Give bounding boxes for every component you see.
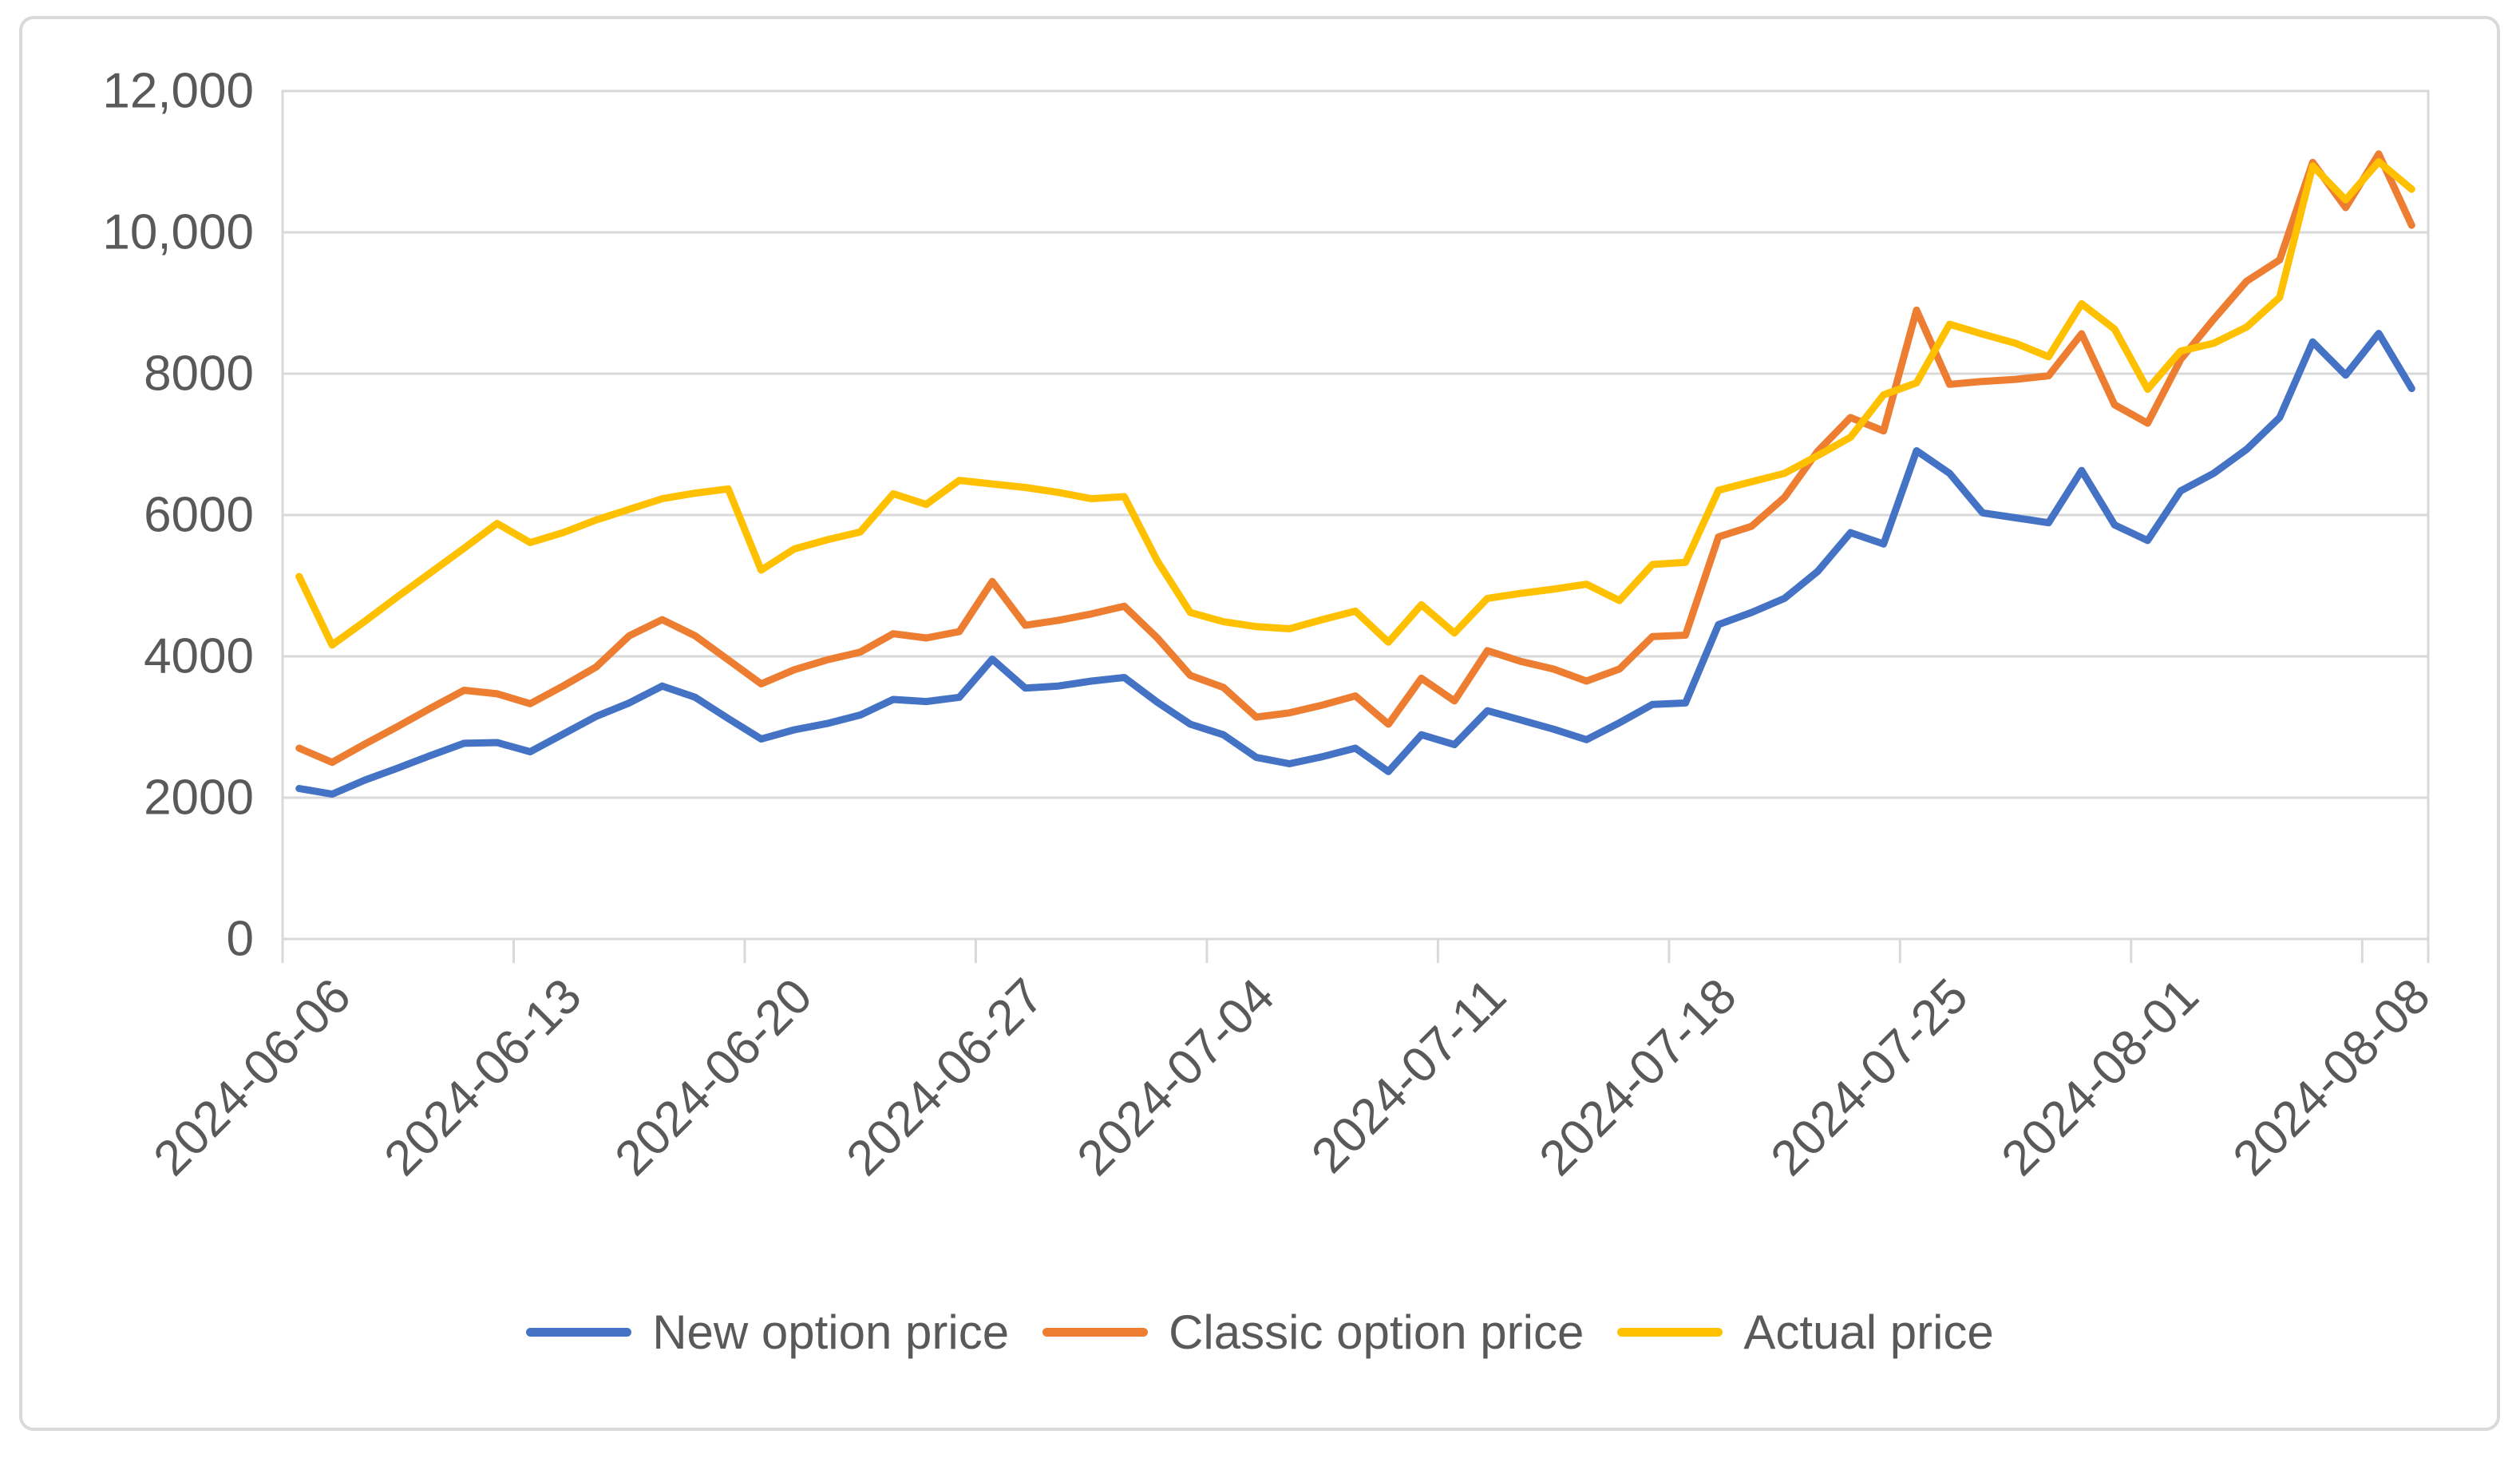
legend-line-swatch-orange xyxy=(1042,1328,1149,1337)
legend: New option price Classic option price Ac… xyxy=(0,1305,2520,1360)
series-line-actual-price xyxy=(295,158,2415,649)
legend-item-new-option-price: New option price xyxy=(526,1305,1009,1360)
y-axis-label: 8000 xyxy=(144,346,254,402)
legend-line-swatch-yellow xyxy=(1617,1328,1723,1337)
legend-label: Classic option price xyxy=(1169,1305,1584,1359)
chart-border xyxy=(19,16,2500,1431)
legend-item-actual-price: Actual price xyxy=(1617,1305,1994,1360)
series-line-new-option-price xyxy=(295,330,2415,798)
plot-border xyxy=(281,89,2430,941)
y-axis-label: 12,000 xyxy=(102,63,254,119)
legend-label: New option price xyxy=(652,1305,1010,1359)
series-line-classic-option-price xyxy=(295,150,2415,767)
y-axis-label: 2000 xyxy=(144,770,254,826)
y-axis-label: 10,000 xyxy=(102,204,254,260)
y-axis-label: 0 xyxy=(226,911,254,967)
y-axis-label: 4000 xyxy=(144,628,254,684)
legend-item-classic-option-price: Classic option price xyxy=(1042,1305,1584,1360)
legend-line-swatch-blue xyxy=(526,1328,632,1337)
legend-label: Actual price xyxy=(1743,1305,1994,1359)
y-axis-label: 6000 xyxy=(144,487,254,543)
